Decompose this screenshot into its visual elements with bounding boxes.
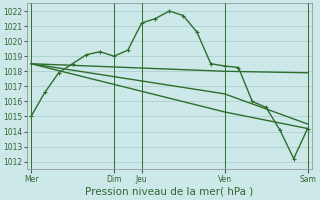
X-axis label: Pression niveau de la mer( hPa ): Pression niveau de la mer( hPa ): [85, 187, 253, 197]
